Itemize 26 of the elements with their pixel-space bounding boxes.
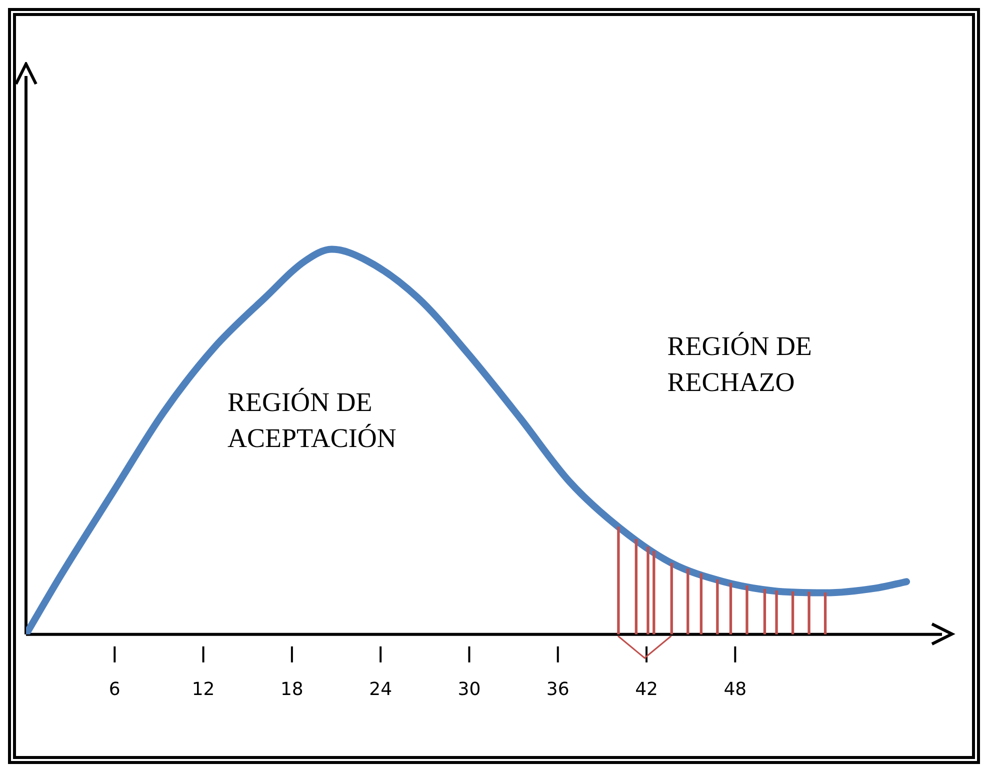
- x-tick-label: 48: [724, 678, 747, 700]
- frame: 6 12 18 24 30 36 42 48 REGIÓN DE ACEPTACIÓN REGIÓN DE RECHAZO: [8, 8, 980, 764]
- x-tick-label: 18: [280, 678, 304, 700]
- bar: [824, 592, 827, 634]
- bar: [746, 586, 748, 634]
- bar: [763, 589, 766, 634]
- x-tick-label: 30: [458, 678, 481, 700]
- x-tick-label: 36: [546, 678, 570, 700]
- annotation: REGIÓN DE ACEPTACIÓN: [228, 387, 396, 454]
- bar: [808, 592, 810, 634]
- bar: [686, 568, 690, 634]
- x-tick-label: 12: [192, 678, 215, 700]
- bar: [700, 573, 703, 634]
- x-tick-label: 42: [635, 678, 658, 700]
- bar: [775, 590, 778, 634]
- bar: [652, 550, 656, 634]
- bar: [646, 546, 650, 634]
- x-tick-label: 24: [369, 678, 392, 700]
- bar: [670, 562, 673, 634]
- x-tick-label: 6: [108, 678, 120, 700]
- bar: [716, 579, 719, 634]
- bar: [729, 582, 732, 634]
- bar: [617, 526, 620, 634]
- annotation: REGIÓN DE RECHAZO: [667, 331, 812, 398]
- bar: [791, 591, 794, 634]
- bar: [634, 538, 638, 634]
